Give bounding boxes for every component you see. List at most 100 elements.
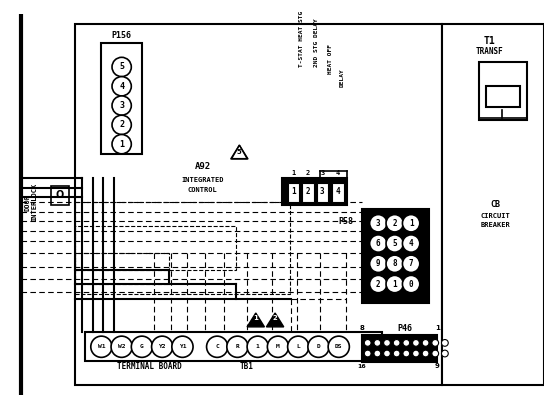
Polygon shape xyxy=(247,313,264,327)
Text: T-STAT HEAT STG: T-STAT HEAT STG xyxy=(299,11,304,67)
Text: 3: 3 xyxy=(320,170,325,176)
Circle shape xyxy=(328,336,350,357)
Circle shape xyxy=(112,57,131,77)
Text: 1: 1 xyxy=(409,219,413,228)
Bar xyxy=(316,183,328,202)
Circle shape xyxy=(403,340,409,346)
Text: 1: 1 xyxy=(291,187,296,196)
Circle shape xyxy=(432,350,439,357)
Text: 3: 3 xyxy=(320,187,325,196)
Circle shape xyxy=(402,235,420,252)
Circle shape xyxy=(413,350,419,357)
Bar xyxy=(51,186,69,205)
Circle shape xyxy=(403,350,409,357)
Text: CIRCUIT: CIRCUIT xyxy=(480,213,510,218)
Text: CB: CB xyxy=(490,200,500,209)
Text: BREAKER: BREAKER xyxy=(480,222,510,228)
Text: 1: 1 xyxy=(256,344,260,349)
Circle shape xyxy=(386,235,403,252)
Text: 2: 2 xyxy=(306,170,310,176)
Text: 1: 1 xyxy=(119,140,124,149)
Circle shape xyxy=(386,214,403,232)
Circle shape xyxy=(247,336,268,357)
Text: A92: A92 xyxy=(194,162,211,171)
Text: Y2: Y2 xyxy=(158,344,166,349)
Text: 6: 6 xyxy=(376,239,381,248)
Bar xyxy=(479,62,527,120)
Circle shape xyxy=(383,340,391,346)
Bar xyxy=(75,24,442,386)
Text: 5: 5 xyxy=(237,149,242,155)
Text: 3: 3 xyxy=(119,101,124,110)
Text: 2: 2 xyxy=(273,315,278,321)
Text: W1: W1 xyxy=(98,344,105,349)
Circle shape xyxy=(402,255,420,273)
Circle shape xyxy=(365,340,371,346)
Text: 7: 7 xyxy=(409,259,413,268)
Circle shape xyxy=(402,214,420,232)
Text: 1: 1 xyxy=(253,315,258,321)
Text: C: C xyxy=(216,344,219,349)
Bar xyxy=(75,253,169,284)
Text: HEAT OFF: HEAT OFF xyxy=(327,44,332,74)
Bar xyxy=(442,24,544,386)
Text: 2ND STG DELAY: 2ND STG DELAY xyxy=(314,18,319,67)
Text: 9: 9 xyxy=(435,363,439,369)
Text: TERMINAL BOARD: TERMINAL BOARD xyxy=(117,361,182,371)
Bar xyxy=(85,332,382,361)
Circle shape xyxy=(393,340,400,346)
Text: 4: 4 xyxy=(119,82,124,91)
Circle shape xyxy=(370,255,387,273)
Text: L: L xyxy=(296,344,300,349)
Circle shape xyxy=(111,336,132,357)
Circle shape xyxy=(383,350,391,357)
Text: M: M xyxy=(276,344,280,349)
Bar xyxy=(486,86,520,107)
Circle shape xyxy=(422,340,429,346)
Text: 1: 1 xyxy=(435,325,439,331)
Circle shape xyxy=(422,350,429,357)
Circle shape xyxy=(370,275,387,293)
Circle shape xyxy=(386,255,403,273)
Bar xyxy=(75,226,237,269)
Circle shape xyxy=(393,350,400,357)
Text: 16: 16 xyxy=(357,363,366,369)
Text: 2: 2 xyxy=(392,219,397,228)
Text: G: G xyxy=(140,344,144,349)
Bar xyxy=(282,178,347,205)
Text: INTEGRATED: INTEGRATED xyxy=(182,177,224,183)
Polygon shape xyxy=(266,313,284,327)
Text: P156: P156 xyxy=(112,31,132,40)
Text: T1: T1 xyxy=(484,36,495,46)
Text: 5: 5 xyxy=(119,62,124,71)
Text: 4: 4 xyxy=(336,170,340,176)
Text: 4: 4 xyxy=(409,239,413,248)
Text: 2: 2 xyxy=(306,187,310,196)
Text: 2: 2 xyxy=(376,280,381,288)
Circle shape xyxy=(386,275,403,293)
Circle shape xyxy=(112,115,131,135)
Circle shape xyxy=(112,77,131,96)
Text: DELAY: DELAY xyxy=(339,68,344,87)
Text: 1: 1 xyxy=(291,170,295,176)
Text: P46: P46 xyxy=(398,324,413,333)
Text: 4: 4 xyxy=(336,187,340,196)
Circle shape xyxy=(402,275,420,293)
Circle shape xyxy=(374,340,381,346)
Text: 5: 5 xyxy=(392,239,397,248)
Circle shape xyxy=(91,336,112,357)
Bar xyxy=(288,183,299,202)
Circle shape xyxy=(227,336,248,357)
Circle shape xyxy=(112,96,131,115)
Bar xyxy=(101,43,142,154)
Circle shape xyxy=(442,350,448,357)
Circle shape xyxy=(152,336,173,357)
Bar xyxy=(302,183,314,202)
Bar xyxy=(362,209,429,303)
Text: O: O xyxy=(56,190,64,200)
Polygon shape xyxy=(230,145,248,159)
Bar xyxy=(75,202,290,294)
Circle shape xyxy=(432,340,439,346)
Circle shape xyxy=(365,350,371,357)
Text: 0: 0 xyxy=(409,280,413,288)
